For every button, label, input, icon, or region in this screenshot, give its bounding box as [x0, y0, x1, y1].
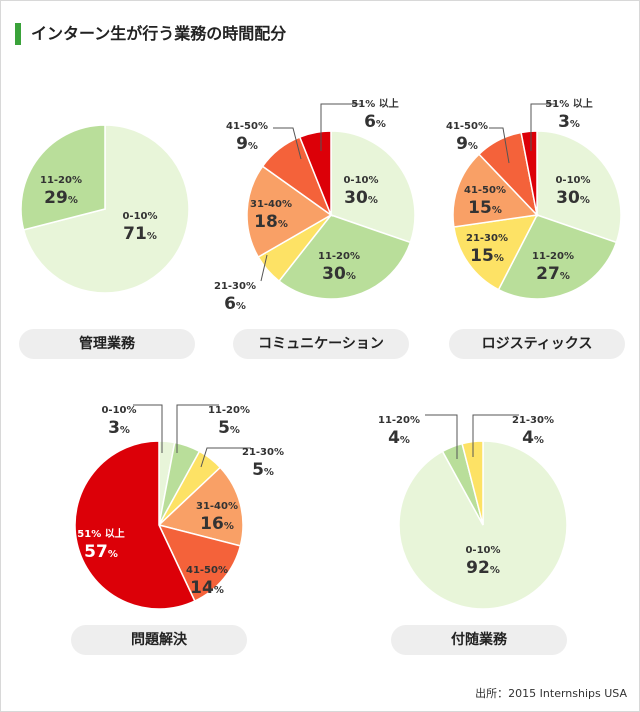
- pie-3-value-5: 57%: [84, 542, 118, 562]
- pie-3-value-0: 3%: [108, 418, 130, 438]
- pie-2-label-0: 0-10%: [555, 175, 590, 186]
- pie-4-label-0: 0-10%: [465, 545, 500, 556]
- pie-1-label-0: 0-10%: [343, 175, 378, 186]
- pie-0-value-1: 29%: [44, 188, 78, 208]
- pie-1-label-3: 31-40%: [250, 199, 292, 210]
- pie-3-label-0: 0-10%: [101, 405, 136, 416]
- pie-2-label-5: 51% 以上: [545, 97, 592, 110]
- pie-2-leader-4: [489, 127, 510, 164]
- pie-0-slice-0: [22, 124, 190, 294]
- pie-2-label-3: 41-50%: [464, 185, 506, 196]
- pie-3-label-5: 51% 以上: [77, 527, 124, 540]
- pie-3-slice-4: [157, 523, 242, 603]
- pie-1-slice-0: [330, 130, 416, 244]
- pie-4-label-2: 21-30%: [512, 415, 554, 426]
- pie-2-label-1: 11-20%: [532, 251, 574, 262]
- pie-1-value-5: 6%: [364, 112, 386, 132]
- pie-0-label-0: 0-10%: [122, 211, 157, 222]
- pie-3-leader-1: [176, 404, 219, 453]
- pie-3-label-2: 21-30%: [242, 447, 284, 458]
- pie-1-value-0: 30%: [344, 188, 378, 208]
- pie-1-value-1: 30%: [322, 264, 356, 284]
- pie-2-slice-1: [497, 214, 618, 300]
- pie-3: 0-10%3%11-20%5%21-30%5%31-40%16%41-50%14…: [74, 404, 284, 610]
- pie-1-slice-3: [246, 165, 333, 259]
- pie-4-value-1: 4%: [388, 428, 410, 448]
- pie-4-leader-2: [472, 414, 519, 457]
- title-accent-bar: [15, 23, 21, 45]
- pie-0-slice-1: [20, 124, 106, 231]
- pie-3-slice-3: [157, 466, 244, 547]
- pie-1-slice-5: [298, 130, 332, 216]
- pie-1-value-4: 9%: [236, 134, 258, 154]
- pie-title-admin: 管理業務: [19, 329, 195, 359]
- pie-3-leader-0: [133, 404, 163, 453]
- pie-0-value-0: 71%: [123, 224, 157, 244]
- pie-2-label-2: 21-30%: [466, 233, 508, 244]
- pie-1-value-2: 6%: [224, 294, 246, 314]
- pie-2-slice-5: [520, 130, 538, 216]
- pie-0-label-1: 11-20%: [40, 175, 82, 186]
- pie-1: 0-10% 30% 11-20% 30% 21-30% 6% 31-40% 18% 41-50%…: [214, 97, 416, 314]
- pie-3-label-1: 11-20%: [208, 405, 250, 416]
- source-note: 出所：2015 Internships USA: [475, 687, 627, 700]
- pie-4-value-2: 4%: [522, 428, 544, 448]
- pie-4-label-1: 11-20%: [378, 415, 420, 426]
- pie-3-value-2: 5%: [252, 460, 274, 480]
- pie-1-leader-4: [273, 127, 302, 160]
- pie-2-slice-0: [536, 130, 622, 244]
- pie-1-slice-1: [278, 214, 412, 300]
- pie-0: 0-10% 71% 11-20% 29%: [20, 124, 190, 294]
- pie-1-label-4: 41-50%: [226, 121, 268, 132]
- pie-3-value-4: 14%: [190, 578, 224, 598]
- pie-2-label-4: 41-50%: [446, 121, 488, 132]
- pie-3-leader-2: [200, 447, 251, 468]
- pie-3-value-1: 5%: [218, 418, 240, 438]
- pie-title-communication: コミュニケーション: [233, 329, 409, 359]
- chart-title: インターン生が行う業務の時間配分: [31, 24, 287, 43]
- pie-2-value-3: 15%: [468, 198, 502, 218]
- pie-2-value-4: 9%: [456, 134, 478, 154]
- pie-3-slice-5: [74, 440, 196, 610]
- pie-4-leader-1: [425, 414, 458, 459]
- pie-4-value-0: 92%: [466, 558, 500, 578]
- pie-2-slice-2: [453, 214, 539, 291]
- pie-2-value-0: 30%: [556, 188, 590, 208]
- pie-2-value-2: 15%: [470, 246, 504, 266]
- pie-title-incidental: 付随業務: [391, 625, 567, 655]
- pie-title-logistics: ロジスティックス: [449, 329, 625, 359]
- pie-1-leader-2: [260, 254, 268, 282]
- pie-2: 0-10% 30% 11-20% 27% 21-30% 15% 41-50% 15% 41-50…: [446, 97, 622, 300]
- pie-3-label-4: 41-50%: [186, 565, 228, 576]
- pie-2-leader-5: [530, 103, 557, 151]
- pie-3-label-3: 31-40%: [196, 501, 238, 512]
- pie-3-value-3: 16%: [200, 514, 234, 534]
- pie-1-leader-5: [320, 103, 361, 151]
- pie-1-label-5: 51% 以上: [351, 97, 398, 110]
- pie-1-value-3: 18%: [254, 212, 288, 232]
- pie-4-slice-2: [461, 440, 484, 526]
- pie-1-label-2: 21-30%: [214, 281, 256, 292]
- pie-title-problem-solving: 問題解決: [71, 625, 247, 655]
- pie-2-value-1: 27%: [536, 264, 570, 284]
- pie-1-label-1: 11-20%: [318, 251, 360, 262]
- pie-2-value-5: 3%: [558, 112, 580, 132]
- pie-4: 0-10% 92% 11-20% 4% 21-30% 4%: [378, 414, 568, 610]
- pie-2-slice-3: [452, 153, 539, 228]
